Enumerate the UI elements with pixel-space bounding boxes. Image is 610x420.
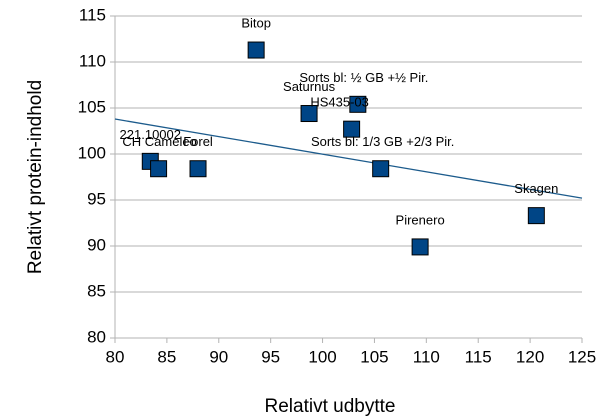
point-label: Sorts bl: ½ GB +½ Pir. (299, 70, 428, 85)
point-label: 221.10002 (120, 127, 181, 142)
x-tick-label: 115 (465, 347, 492, 366)
x-tick-label: 105 (360, 347, 388, 366)
point-label: HS435-03 (310, 95, 369, 110)
point-label: Skagen (514, 181, 558, 196)
x-axis-title: Relativt udbytte (265, 396, 396, 417)
point-label: Forel (183, 134, 213, 149)
y-axis-title: Relativt protein-indhold (25, 80, 46, 274)
y-tick-label: 105 (78, 97, 106, 116)
x-tick-label: 90 (209, 347, 228, 366)
marker (343, 120, 361, 138)
y-tick-label: 85 (87, 281, 106, 300)
point-label: CH Cameleo (122, 134, 196, 149)
marker (247, 41, 265, 59)
marker (372, 160, 390, 178)
trendline (114, 118, 583, 199)
x-tick-label: 120 (516, 347, 544, 366)
marker (411, 238, 429, 256)
y-tick-label: 110 (79, 51, 106, 70)
marker (300, 105, 318, 123)
x-tick-label: 80 (106, 347, 125, 366)
point-label: Pirenero (396, 212, 445, 227)
x-tick-label: 110 (413, 347, 440, 366)
x-tick-label: 85 (157, 347, 176, 366)
marker (150, 160, 168, 178)
y-tick-label: 95 (87, 189, 106, 208)
x-tick-label: 125 (568, 347, 596, 366)
y-tick-label: 80 (87, 327, 106, 346)
y-tick-label: 90 (87, 235, 106, 254)
marker (349, 95, 367, 113)
y-tick-label: 100 (78, 143, 106, 162)
point-label: Saturnus (283, 79, 336, 94)
marker (189, 160, 207, 178)
marker (527, 207, 545, 225)
y-tick-label: 115 (79, 5, 106, 24)
point-label: Bitop (241, 15, 271, 30)
point-label: Sorts bl: 1/3 GB +2/3 Pir. (311, 134, 454, 149)
x-tick-label: 95 (261, 347, 280, 366)
x-tick-label: 100 (308, 347, 336, 366)
